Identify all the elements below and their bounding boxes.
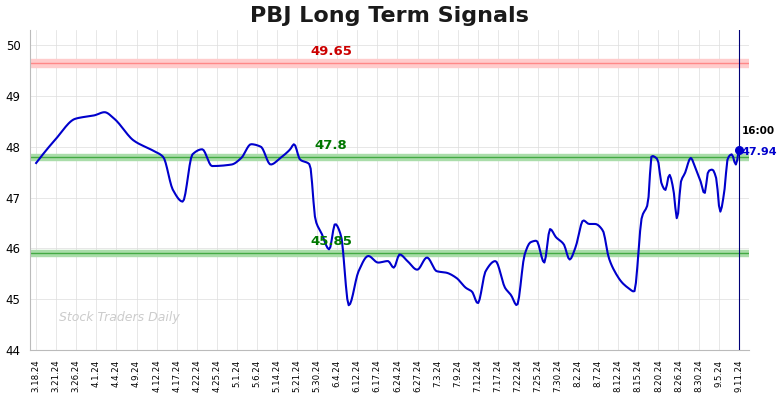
Bar (31, 154, 750, 160)
Bar (31, 59, 750, 67)
Point (732, 146, 745, 153)
Bar (31, 250, 750, 256)
Text: 45.85: 45.85 (310, 235, 352, 248)
Text: 16:00: 16:00 (742, 125, 775, 136)
Text: Stock Traders Daily: Stock Traders Daily (59, 311, 180, 324)
Text: 47.8: 47.8 (315, 139, 347, 152)
Text: 49.65: 49.65 (310, 45, 352, 58)
Text: 47.94: 47.94 (742, 147, 777, 157)
Title: PBJ Long Term Signals: PBJ Long Term Signals (250, 6, 529, 25)
